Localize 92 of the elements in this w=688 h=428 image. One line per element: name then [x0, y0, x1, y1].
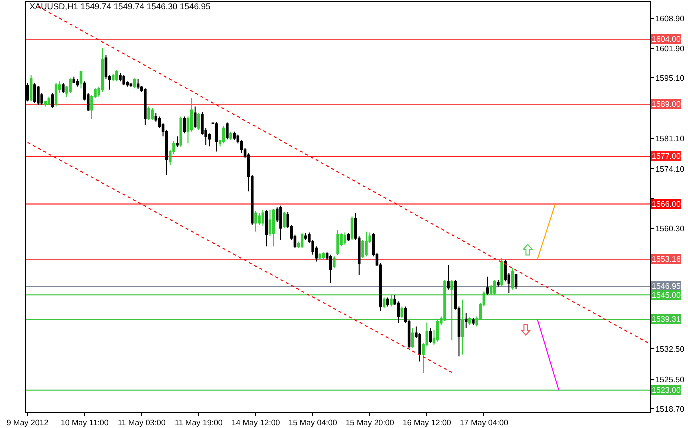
candlestick	[37, 85, 40, 106]
candlestick	[262, 210, 264, 226]
candlestick	[412, 328, 414, 349]
candlestick	[54, 82, 58, 108]
candlestick	[472, 318, 475, 326]
candlestick	[486, 276, 490, 296]
candlestick	[514, 274, 518, 290]
candlestick	[304, 232, 308, 241]
candlestick	[72, 76, 76, 84]
y-tick-label: 1608.90	[656, 14, 686, 24]
candlestick	[136, 78, 140, 90]
candlestick	[283, 211, 286, 229]
x-tick-label: 16 May 12:00	[402, 418, 452, 428]
candlestick	[500, 258, 504, 288]
candlestick	[233, 131, 236, 141]
candlestick	[119, 72, 122, 82]
candlestick	[230, 131, 232, 141]
candlestick	[44, 101, 47, 108]
candlestick	[300, 233, 304, 249]
candlestick	[511, 268, 514, 290]
candlestick	[329, 254, 332, 284]
candlestick	[101, 48, 104, 93]
ref-line-label: 1577.00	[652, 152, 682, 161]
candlestick	[116, 69, 118, 82]
candlestick	[198, 112, 200, 131]
y-tick-label: 1574.10	[656, 164, 686, 174]
y-tick-label: 1581.10	[656, 134, 686, 144]
candlestick	[151, 108, 154, 121]
ref-line-label: 1604.00	[652, 35, 682, 44]
y-tick-label: 1601.90	[656, 44, 686, 54]
candlestick	[280, 205, 282, 241]
x-tick-label: 11 May 03:00	[118, 418, 166, 428]
candlestick	[226, 122, 229, 140]
line-series	[537, 319, 560, 391]
ref-line-label: 1546.95	[652, 282, 682, 291]
candlestick	[183, 116, 186, 134]
y-tick-label: 1518.70	[656, 404, 686, 414]
candlestick	[51, 92, 54, 109]
candlestick	[48, 96, 51, 106]
candlestick	[215, 122, 218, 152]
ref-line-label: 1523.00	[652, 386, 682, 395]
candlestick	[130, 82, 133, 88]
x-tick-label: 9 May 2012	[6, 418, 50, 428]
candlestick	[318, 253, 322, 261]
x-tick-label: 15 May 04:00	[288, 418, 338, 428]
x-tick-label: 10 May 11:00	[60, 418, 110, 428]
candlestick	[34, 82, 36, 104]
y-tick-label: 1532.50	[656, 345, 686, 354]
candlestick	[112, 74, 115, 82]
candlestick	[447, 264, 450, 290]
candlestick	[497, 279, 500, 288]
candlestick	[322, 252, 326, 260]
candlestick	[254, 211, 258, 232]
candlestick	[333, 256, 336, 269]
ref-line-label: 1539.31	[652, 315, 682, 324]
ref-line-label: 1589.00	[652, 100, 682, 109]
candlestick	[148, 106, 150, 121]
x-tick-label: 15 May 20:00	[346, 418, 395, 428]
candlestick	[336, 230, 340, 256]
candlestick	[344, 232, 347, 246]
candlestick	[222, 126, 226, 144]
candlestick	[194, 106, 197, 129]
candlestick	[350, 216, 354, 241]
chart-title: XAUUSD,H1 1549.74 1549.74 1546.30 1546.95	[30, 2, 212, 12]
x-tick-label: 11 May 19:00	[174, 418, 224, 428]
candlestick	[386, 297, 390, 308]
candlestick	[382, 297, 386, 310]
candlestick	[464, 312, 468, 329]
candlestick	[76, 79, 80, 88]
y-tick-label: 1560.30	[656, 224, 686, 234]
candlestick	[180, 116, 182, 148]
x-tick-label: 14 May 12:00	[232, 418, 281, 428]
candlestick	[429, 328, 432, 344]
candlestick	[272, 208, 276, 248]
ref-line-label: 1566.00	[652, 200, 682, 209]
y-tick-label: 1525.50	[656, 375, 686, 384]
candlestick	[80, 70, 83, 90]
candlestick	[176, 136, 179, 148]
candlestick	[62, 82, 65, 94]
ref-line-label: 1545.00	[652, 291, 682, 300]
candlestick	[122, 74, 126, 86]
candlestick	[30, 74, 33, 102]
line-series	[537, 204, 556, 260]
candlestick	[144, 88, 147, 126]
candlestick	[365, 231, 368, 258]
ref-line-label: 1553.16	[652, 255, 682, 264]
x-tick-label: 17 May 04:00	[460, 418, 509, 428]
candlestick	[265, 210, 268, 248]
candlestick	[347, 232, 350, 242]
candlestick	[133, 78, 136, 90]
candlestick	[69, 78, 72, 94]
y-tick-label: 1595.10	[656, 74, 686, 83]
